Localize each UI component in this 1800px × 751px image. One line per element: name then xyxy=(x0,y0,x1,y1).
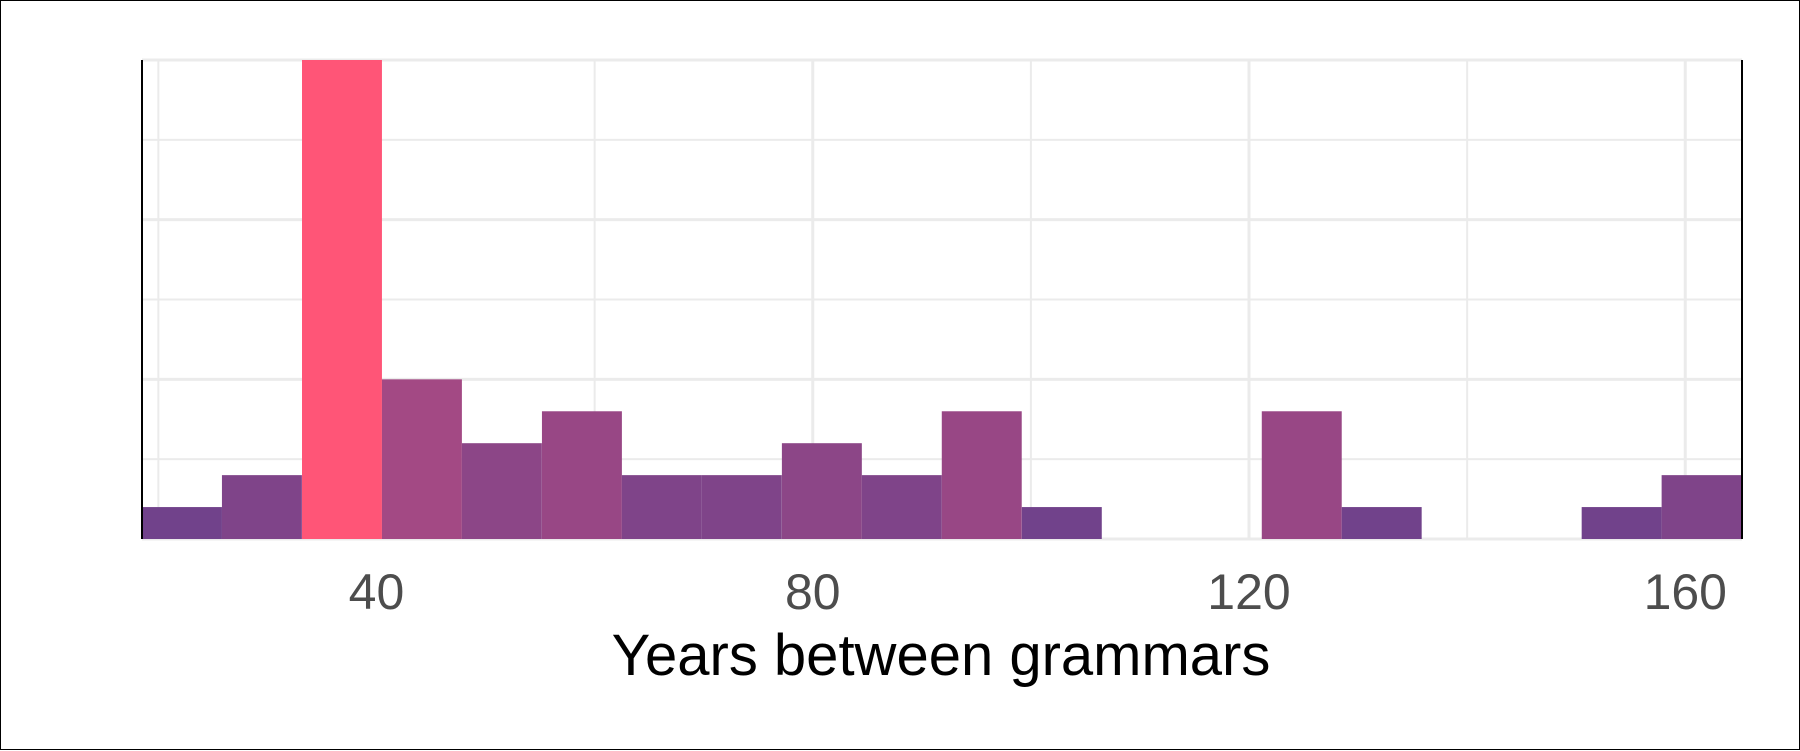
histogram-bar-14 xyxy=(1261,411,1342,539)
histogram-bar-2 xyxy=(302,60,382,539)
histogram-bar-11 xyxy=(1021,507,1102,539)
histogram-bar-8 xyxy=(781,443,862,539)
histogram-bar-6 xyxy=(621,475,702,539)
x-axis-ticks: 40 80 120 160 xyxy=(349,564,1727,620)
x-tick-label-40: 40 xyxy=(349,564,405,620)
histogram-bar-9 xyxy=(861,475,942,539)
x-tick-label-160: 160 xyxy=(1644,564,1727,620)
x-tick-label-120: 120 xyxy=(1207,564,1290,620)
histogram-bar-7 xyxy=(701,475,782,539)
x-tick-label-80: 80 xyxy=(785,564,841,620)
axis-lines xyxy=(141,60,1743,539)
histogram-bar-4 xyxy=(461,443,542,539)
histogram-bar-10 xyxy=(941,411,1022,539)
histogram-bars xyxy=(142,60,1742,539)
histogram-bar-3 xyxy=(381,379,462,539)
x-axis-title: Years between grammars xyxy=(612,623,1271,688)
histogram-bar-0 xyxy=(142,507,222,539)
histogram-bar-5 xyxy=(541,411,622,539)
histogram-bar-18 xyxy=(1581,507,1662,539)
histogram-bar-1 xyxy=(221,475,302,539)
histogram-bar-19 xyxy=(1661,475,1742,539)
histogram-bar-15 xyxy=(1341,507,1422,539)
